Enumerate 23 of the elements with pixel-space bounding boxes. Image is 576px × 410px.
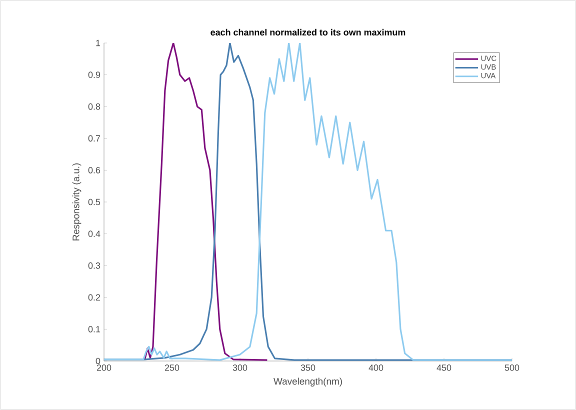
line-series — [144, 42, 268, 361]
y-tick-label: 1 — [96, 40, 100, 46]
x-tick-label: 200 — [96, 364, 112, 371]
x-tick-label: 500 — [504, 364, 520, 371]
y-tick-label: 0 — [96, 358, 100, 364]
x-tick-label: 350 — [300, 364, 316, 371]
y-tick-label: 0.7 — [88, 135, 100, 142]
x-tick-label: 400 — [368, 364, 384, 371]
line-series — [104, 42, 512, 361]
x-tick-label: 450 — [436, 364, 452, 371]
y-tick-label: 0.5 — [88, 198, 100, 206]
y-tick-label: 0.6 — [88, 167, 100, 174]
chart-title: each channel normalized to its own maximum — [210, 28, 406, 36]
y-tick-label: 0.3 — [88, 262, 100, 269]
y-tick-label: 0.8 — [88, 103, 100, 110]
y-axis-title: Responsivity (a.u.) — [72, 163, 82, 240]
x-axis-title: Wavelength(nm) — [274, 378, 342, 387]
x-tick-label: 300 — [232, 364, 248, 371]
y-tick-label: 0.9 — [88, 72, 100, 78]
y-tick-label: 0.1 — [88, 326, 100, 332]
y-tick-label: 0.2 — [88, 294, 100, 301]
x-tick-label: 250 — [164, 364, 180, 371]
y-tick-label: 0.4 — [88, 230, 100, 237]
